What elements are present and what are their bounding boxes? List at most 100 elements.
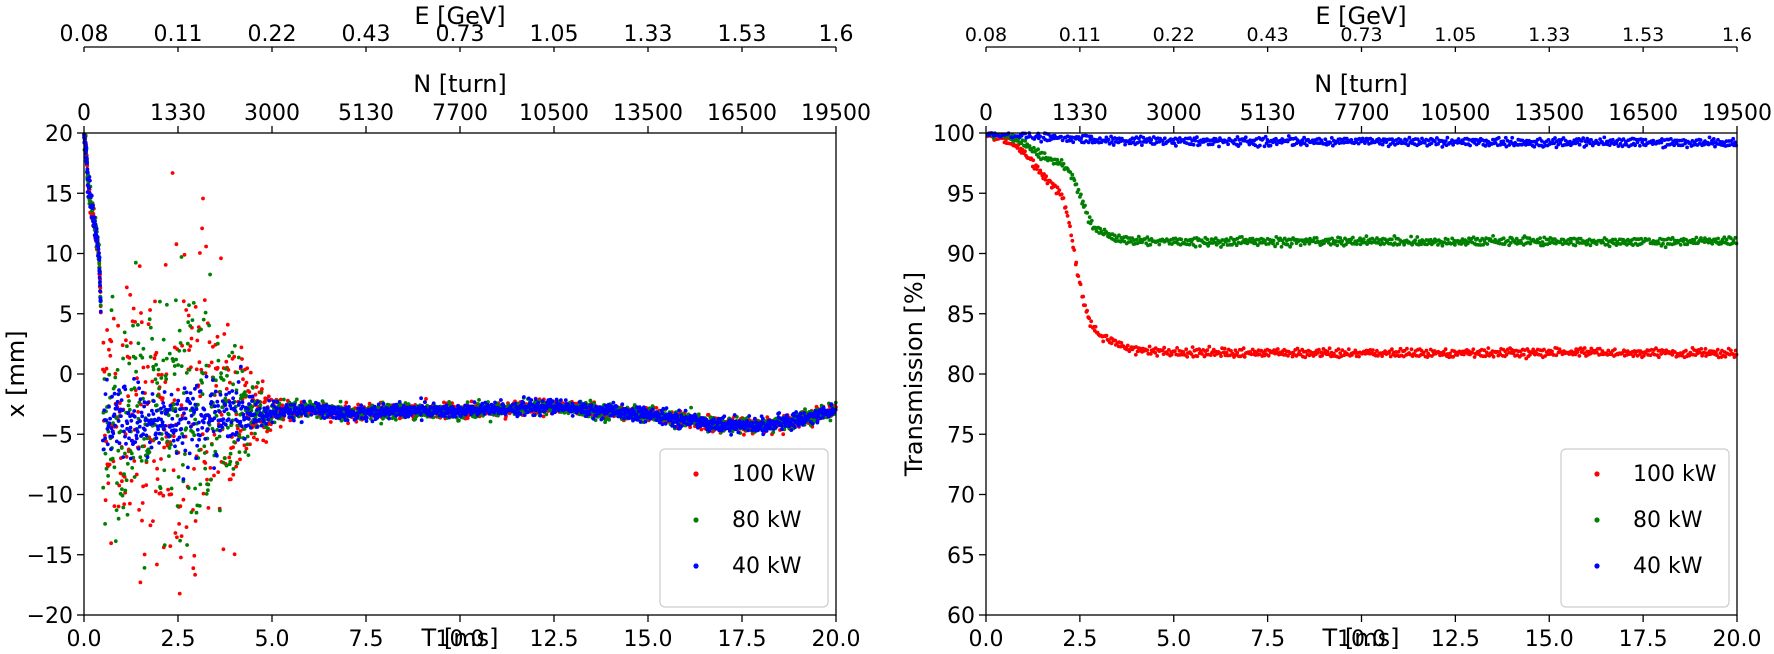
data-point-40kw — [299, 420, 304, 424]
data-point-80kw — [185, 543, 190, 547]
data-point-100kw — [138, 580, 143, 585]
data-point-40kw — [192, 410, 197, 414]
data-point-40kw — [240, 400, 245, 405]
data-point-40kw — [188, 391, 193, 395]
left-x-axis-label: T [ms] — [421, 624, 499, 652]
data-point-100kw — [181, 299, 186, 304]
data-point-80kw — [167, 446, 172, 450]
data-point-100kw — [1065, 214, 1070, 218]
data-point-80kw — [245, 442, 250, 447]
data-point-40kw — [111, 431, 116, 436]
data-point-80kw — [103, 451, 108, 456]
data-point-40kw — [174, 451, 179, 455]
data-point-80kw — [133, 356, 138, 360]
data-point-100kw — [174, 242, 179, 247]
data-point-40kw — [138, 419, 142, 423]
data-point-40kw — [150, 408, 154, 413]
data-point-100kw — [263, 399, 267, 404]
data-point-80kw — [181, 463, 185, 467]
data-point-40kw — [97, 275, 102, 280]
data-point-40kw — [197, 437, 202, 442]
data-point-100kw — [136, 410, 141, 414]
data-point-40kw — [198, 433, 203, 438]
data-point-80kw — [155, 381, 160, 385]
data-point-40kw — [663, 421, 668, 426]
data-point-100kw — [244, 446, 249, 451]
data-point-40kw — [193, 386, 197, 391]
data-point-80kw — [178, 341, 183, 345]
data-point-40kw — [151, 399, 156, 403]
data-point-80kw — [121, 356, 125, 361]
data-point-80kw — [206, 488, 210, 493]
data-point-40kw — [747, 414, 752, 418]
data-point-40kw — [171, 438, 176, 443]
data-point-100kw — [278, 424, 283, 429]
data-point-80kw — [127, 361, 132, 366]
data-point-40kw — [365, 416, 369, 420]
data-point-80kw — [228, 459, 233, 464]
data-point-100kw — [158, 491, 163, 495]
data-point-100kw — [118, 471, 123, 476]
data-point-40kw — [107, 404, 111, 409]
data-point-80kw — [136, 341, 141, 346]
data-point-80kw — [167, 351, 172, 356]
data-point-100kw — [278, 397, 283, 402]
data-point-100kw — [1155, 354, 1160, 358]
data-point-40kw — [117, 441, 122, 446]
data-point-100kw — [205, 477, 209, 482]
data-point-40kw — [89, 193, 94, 198]
data-point-40kw — [591, 416, 596, 421]
data-point-40kw — [584, 405, 589, 410]
data-point-40kw — [750, 421, 755, 425]
data-point-80kw — [187, 303, 191, 307]
data-point-40kw — [205, 427, 210, 432]
data-point-40kw — [661, 406, 666, 411]
data-point-80kw — [125, 344, 129, 349]
data-point-80kw — [134, 369, 139, 374]
y-tick-label: −15 — [27, 544, 73, 569]
x-tick-label: 2.5 — [161, 627, 196, 652]
data-point-100kw — [184, 525, 189, 529]
data-point-40kw — [220, 399, 225, 403]
data-point-40kw — [141, 432, 146, 437]
data-point-40kw — [128, 456, 133, 461]
data-point-80kw — [176, 475, 181, 479]
data-point-100kw — [191, 566, 196, 571]
data-point-100kw — [103, 498, 108, 503]
data-point-80kw — [544, 412, 549, 417]
data-point-80kw — [112, 465, 117, 470]
e-tick-label: 0.08 — [60, 22, 109, 47]
data-point-100kw — [179, 555, 183, 560]
data-point-80kw — [116, 516, 121, 521]
data-point-100kw — [367, 401, 372, 406]
data-point-100kw — [253, 392, 258, 397]
data-point-40kw — [186, 465, 190, 470]
data-point-80kw — [131, 323, 135, 328]
data-point-40kw — [184, 390, 189, 395]
data-point-80kw — [159, 376, 164, 380]
data-point-100kw — [781, 432, 786, 437]
data-point-100kw — [194, 367, 199, 372]
data-point-80kw — [174, 298, 178, 303]
data-point-100kw — [1104, 333, 1109, 338]
data-point-40kw — [183, 448, 188, 453]
data-point-80kw — [607, 417, 611, 422]
data-point-40kw — [239, 424, 244, 428]
data-point-80kw — [101, 485, 106, 490]
data-point-80kw — [148, 325, 153, 330]
data-point-40kw — [186, 420, 191, 425]
data-point-100kw — [112, 504, 117, 508]
data-point-100kw — [214, 384, 219, 388]
y-tick-label: 10 — [45, 243, 73, 268]
data-point-40kw — [600, 416, 605, 421]
data-point-40kw — [157, 441, 162, 445]
data-point-40kw — [577, 400, 582, 404]
data-point-40kw — [372, 404, 377, 409]
data-point-80kw — [194, 510, 199, 515]
data-point-40kw — [218, 428, 222, 433]
data-point-80kw — [182, 348, 187, 353]
data-point-80kw — [253, 431, 257, 436]
data-point-40kw — [482, 411, 487, 416]
legend-marker — [693, 563, 699, 569]
